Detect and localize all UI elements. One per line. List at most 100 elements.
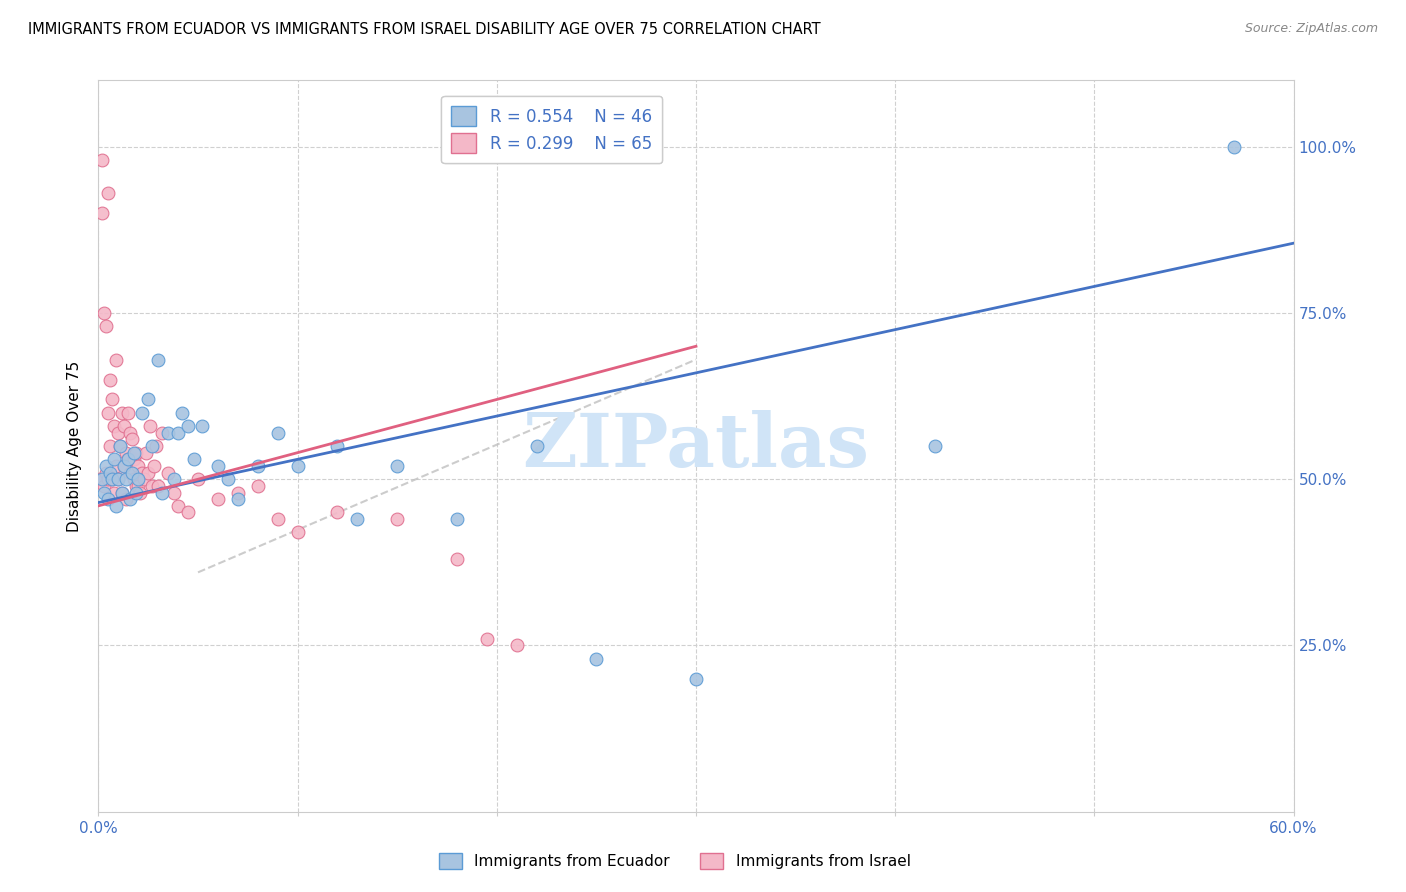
Point: [163, 485, 186, 500]
Point: [124, 452, 146, 467]
Point: [110, 439, 132, 453]
Point: [141, 439, 163, 453]
Point: [121, 466, 143, 480]
Point: [117, 406, 139, 420]
Point: [97, 492, 120, 507]
Text: Source: ZipAtlas.com: Source: ZipAtlas.com: [1244, 22, 1378, 36]
Point: [446, 552, 468, 566]
Point: [111, 406, 134, 420]
Point: [98, 439, 122, 453]
Point: [226, 485, 249, 500]
Point: [136, 392, 159, 407]
Point: [93, 485, 115, 500]
Point: [685, 672, 707, 686]
Point: [97, 406, 120, 420]
Point: [226, 492, 249, 507]
Point: [115, 472, 138, 486]
Point: [93, 479, 115, 493]
Point: [120, 492, 142, 507]
Point: [125, 479, 148, 493]
Point: [120, 466, 142, 480]
Point: [96, 458, 118, 473]
Point: [143, 458, 166, 473]
Point: [96, 319, 118, 334]
Point: [183, 452, 205, 467]
Point: [326, 439, 349, 453]
Point: [129, 485, 152, 500]
Point: [124, 472, 146, 486]
Point: [287, 458, 309, 473]
Point: [112, 458, 135, 473]
Point: [101, 472, 124, 486]
Point: [91, 472, 114, 486]
Point: [157, 425, 180, 440]
Point: [585, 652, 607, 666]
Point: [112, 458, 135, 473]
Point: [246, 479, 269, 493]
Point: [97, 472, 120, 486]
Point: [177, 506, 200, 520]
Text: IMMIGRANTS FROM ECUADOR VS IMMIGRANTS FROM ISRAEL DISABILITY AGE OVER 75 CORRELA: IMMIGRANTS FROM ECUADOR VS IMMIGRANTS FR…: [28, 22, 821, 37]
Point: [124, 445, 146, 459]
Point: [207, 492, 229, 507]
Point: [163, 472, 186, 486]
Point: [446, 512, 468, 526]
Point: [506, 639, 529, 653]
Legend: R = 0.554    N = 46, R = 0.299    N = 65: R = 0.554 N = 46, R = 0.299 N = 65: [441, 96, 662, 163]
Point: [139, 419, 162, 434]
Point: [103, 419, 125, 434]
Legend: Immigrants from Ecuador, Immigrants from Israel: Immigrants from Ecuador, Immigrants from…: [433, 847, 917, 875]
Point: [136, 466, 159, 480]
Point: [127, 472, 149, 486]
Point: [93, 306, 115, 320]
Point: [267, 425, 290, 440]
Point: [112, 419, 135, 434]
Point: [89, 472, 111, 486]
Point: [105, 499, 128, 513]
Point: [125, 485, 148, 500]
Point: [150, 425, 173, 440]
Point: [141, 479, 163, 493]
Point: [125, 445, 148, 459]
Point: [107, 425, 129, 440]
Point: [1223, 140, 1246, 154]
Point: [326, 506, 349, 520]
Point: [187, 472, 209, 486]
Point: [135, 445, 157, 459]
Point: [191, 419, 214, 434]
Point: [172, 406, 194, 420]
Point: [287, 525, 309, 540]
Point: [207, 458, 229, 473]
Point: [91, 206, 114, 220]
Point: [246, 458, 269, 473]
Point: [98, 466, 122, 480]
Point: [117, 452, 139, 467]
Point: [97, 186, 120, 201]
Point: [111, 485, 134, 500]
Text: ZIPatlas: ZIPatlas: [523, 409, 869, 483]
Point: [157, 466, 180, 480]
Point: [385, 458, 409, 473]
Point: [385, 512, 409, 526]
Point: [148, 479, 170, 493]
Point: [110, 439, 132, 453]
Point: [111, 485, 134, 500]
Point: [120, 425, 142, 440]
Point: [526, 439, 548, 453]
Point: [134, 472, 156, 486]
Point: [121, 433, 143, 447]
Point: [105, 352, 128, 367]
Point: [150, 485, 173, 500]
Point: [115, 492, 138, 507]
Point: [131, 406, 153, 420]
Point: [101, 472, 124, 486]
Point: [924, 439, 946, 453]
Point: [121, 466, 143, 480]
Point: [107, 472, 129, 486]
Y-axis label: Disability Age Over 75: Disability Age Over 75: [67, 360, 83, 532]
Point: [167, 499, 190, 513]
Point: [346, 512, 368, 526]
Point: [217, 472, 239, 486]
Point: [475, 632, 498, 646]
Point: [107, 472, 129, 486]
